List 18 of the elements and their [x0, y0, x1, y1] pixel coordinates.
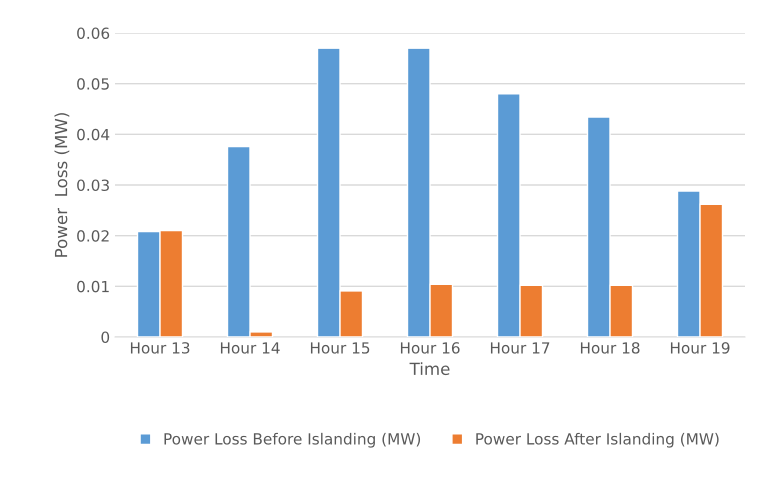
x-tick-label: Hour 15: [310, 342, 370, 354]
y-tick-label: 0.04: [77, 128, 110, 140]
y-tick-label: 0.03: [77, 179, 109, 192]
x-tick-label: Hour 17: [490, 342, 550, 354]
y-tick-label: 0: [101, 331, 110, 344]
x-tick-label: Hour 18: [580, 342, 640, 354]
x-tick-label: Hour 14: [220, 342, 280, 354]
y-tick-label: 0.05: [77, 78, 109, 90]
legend-label: Power Loss After Islanding (MW): [476, 432, 719, 448]
y-tick-label: 0.02: [77, 230, 109, 242]
legend-label: Power Loss Before Islanding (MW): [164, 432, 420, 448]
x-tick-label: Hour 19: [670, 342, 730, 354]
y-axis-title: Power Loss (MW): [54, 113, 70, 257]
x-tick-label: Hour 16: [400, 342, 460, 354]
x-axis-title: Time: [410, 362, 450, 376]
y-tick-label: 0.06: [77, 27, 110, 40]
y-tick-label: 0.01: [77, 280, 109, 292]
x-tick-label: Hour 13: [130, 342, 190, 354]
